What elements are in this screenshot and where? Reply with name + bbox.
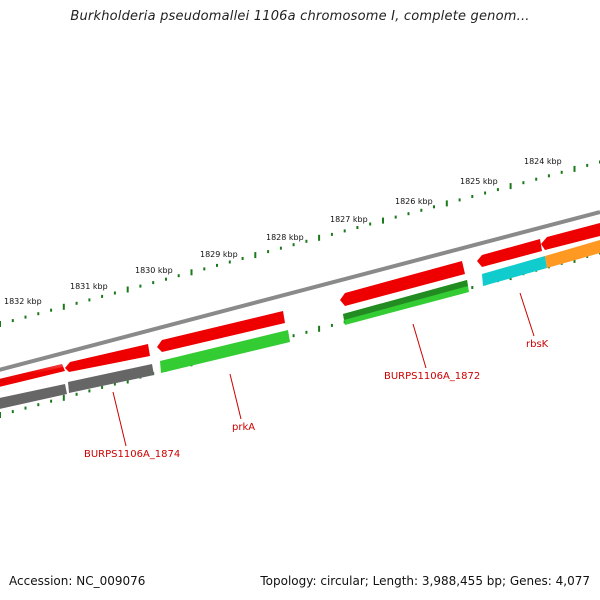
cds-feature[interactable] bbox=[65, 344, 150, 372]
ruler-minor-tick bbox=[88, 298, 91, 302]
ruler-minor-tick bbox=[484, 191, 487, 195]
ruler-minor-tick bbox=[152, 281, 155, 285]
ruler-label: 1829 kbp bbox=[200, 250, 238, 259]
ruler-major-tick bbox=[318, 325, 321, 332]
ruler-minor-tick bbox=[101, 294, 104, 298]
ruler-major-tick bbox=[318, 234, 321, 241]
ruler-minor-tick bbox=[305, 330, 308, 334]
gene-label-prka[interactable]: prkA bbox=[232, 422, 255, 433]
ruler-major-tick bbox=[445, 200, 448, 207]
map-title: Burkholderia pseudomallei 1106a chromoso… bbox=[70, 9, 530, 24]
gene-feature[interactable] bbox=[68, 364, 154, 393]
ruler-minor-tick bbox=[433, 205, 435, 209]
ruler-major-tick bbox=[254, 252, 257, 259]
ruler-label: 1832 kbp bbox=[4, 297, 42, 306]
label-connectors bbox=[112, 292, 535, 447]
ruler-label: 1828 kbp bbox=[266, 233, 304, 242]
ruler-minor-tick bbox=[75, 392, 78, 396]
ruler-minor-tick bbox=[88, 389, 91, 393]
ruler-major-tick bbox=[62, 303, 65, 310]
ruler-minor-tick bbox=[369, 222, 372, 226]
topology-text: Topology: circular; Length: 3,988,455 bp… bbox=[260, 574, 590, 588]
ruler-minor-tick bbox=[292, 334, 295, 338]
ruler-major-tick bbox=[382, 217, 384, 224]
ruler-major-tick bbox=[509, 183, 512, 190]
ruler-major-tick bbox=[0, 412, 1, 418]
ruler-minor-tick bbox=[11, 319, 14, 323]
gene-label-rbsk[interactable]: rbsK bbox=[526, 339, 549, 350]
ruler-minor-tick bbox=[471, 286, 474, 289]
ruler-minor-tick bbox=[50, 308, 53, 312]
accession-text: Accession: NC_009076 bbox=[9, 574, 146, 588]
cds-feature[interactable] bbox=[477, 239, 542, 267]
ruler-minor-tick bbox=[24, 406, 27, 410]
ruler-label: 1830 kbp bbox=[135, 266, 173, 275]
ruler-minor-tick bbox=[113, 382, 116, 386]
ruler-minor-tick bbox=[458, 198, 461, 202]
ruler-minor-tick bbox=[75, 301, 78, 305]
gene-labels: BURPS1106A_1874 prkA BURPS1106A_1872 rbs… bbox=[84, 339, 549, 460]
ruler-label: 1831 kbp bbox=[70, 282, 108, 291]
ruler-minor-tick bbox=[496, 188, 499, 192]
ruler-minor-tick bbox=[586, 163, 589, 167]
gene-label-burps1106a-1874[interactable]: BURPS1106A_1874 bbox=[84, 449, 180, 460]
ruler-minor-tick bbox=[279, 246, 282, 250]
ruler-minor-tick bbox=[11, 410, 14, 414]
ruler-minor-tick bbox=[420, 208, 423, 212]
ruler-minor-tick bbox=[330, 232, 333, 236]
cds-feature[interactable] bbox=[541, 223, 600, 250]
ruler-minor-tick bbox=[407, 212, 410, 216]
ruler-minor-tick bbox=[394, 215, 397, 219]
gene-feature[interactable] bbox=[160, 330, 290, 373]
ruler-label: 1825 kbp bbox=[460, 177, 498, 186]
ruler-major-tick bbox=[126, 286, 129, 293]
ruler-minor-tick bbox=[356, 226, 359, 229]
ruler-minor-tick bbox=[560, 170, 563, 174]
ruler-minor-tick bbox=[113, 291, 116, 295]
ruler-labels: 1824 kbp 1825 kbp 1826 kbp 1827 kbp 1828… bbox=[4, 157, 562, 306]
ruler-minor-tick bbox=[37, 312, 40, 316]
ruler-minor-tick bbox=[330, 323, 333, 327]
ruler-minor-tick bbox=[50, 399, 53, 403]
ruler-major-tick bbox=[62, 394, 65, 401]
gene-feature[interactable] bbox=[482, 256, 547, 286]
ruler-ticks-outer bbox=[0, 160, 600, 327]
ruler-minor-tick bbox=[203, 267, 206, 271]
ruler-minor-tick bbox=[101, 385, 104, 389]
gene-label-burps1106a-1872[interactable]: BURPS1106A_1872 bbox=[384, 371, 480, 382]
ruler-minor-tick bbox=[343, 229, 346, 233]
ruler-minor-tick bbox=[228, 260, 231, 264]
ruler-major-tick bbox=[190, 269, 193, 276]
gene-feature[interactable] bbox=[343, 280, 468, 320]
ruler-minor-tick bbox=[37, 403, 40, 407]
ruler-minor-tick bbox=[535, 177, 538, 181]
ruler-minor-tick bbox=[216, 263, 218, 267]
gene-feature[interactable] bbox=[545, 240, 600, 268]
ruler-minor-tick bbox=[471, 195, 474, 198]
forward-cds-track bbox=[0, 223, 600, 387]
ruler-minor-tick bbox=[305, 239, 308, 243]
gene-feature[interactable] bbox=[0, 384, 67, 410]
ruler-major-tick bbox=[573, 165, 576, 172]
ruler-label: 1826 kbp bbox=[395, 197, 433, 206]
ruler-minor-tick bbox=[24, 315, 27, 319]
ruler-minor-tick bbox=[241, 257, 244, 260]
ruler-minor-tick bbox=[547, 174, 550, 178]
ruler-minor-tick bbox=[165, 277, 167, 281]
cds-feature[interactable] bbox=[340, 261, 465, 306]
ruler-minor-tick bbox=[267, 250, 270, 254]
ruler-label: 1824 kbp bbox=[524, 157, 562, 166]
ruler-minor-tick bbox=[292, 243, 295, 247]
cds-feature[interactable] bbox=[157, 311, 285, 352]
ruler-major-tick bbox=[0, 321, 1, 327]
ruler-label: 1827 kbp bbox=[330, 215, 368, 224]
gene-track bbox=[0, 240, 600, 410]
ruler-minor-tick bbox=[177, 274, 180, 278]
chromosome-backbone bbox=[0, 210, 600, 372]
ruler-minor-tick bbox=[522, 181, 525, 185]
ruler-minor-tick bbox=[139, 284, 142, 288]
